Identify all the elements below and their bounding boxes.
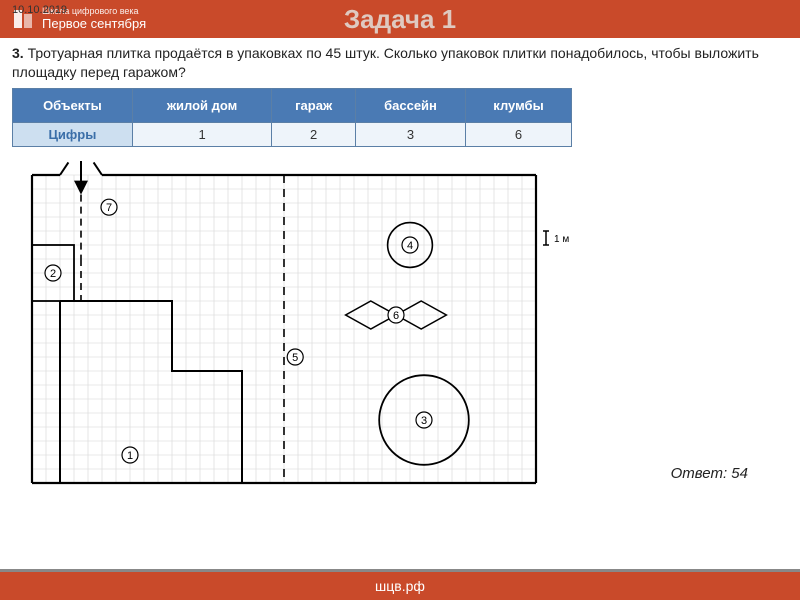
cell-house: 1 xyxy=(132,122,272,146)
question-number: 3. xyxy=(12,45,24,61)
svg-text:5: 5 xyxy=(292,352,298,364)
footer-bar: шцв.рф xyxy=(0,572,800,600)
date-stamp: 10.10.2019 xyxy=(12,4,67,16)
svg-text:7: 7 xyxy=(106,202,112,214)
plan-svg: 1 2 3 4 5 6 7 1 м xyxy=(12,157,632,497)
table-header-row: Объекты жилой дом гараж бассейн клумбы xyxy=(13,88,572,122)
svg-text:1: 1 xyxy=(127,450,133,462)
row-label: Цифры xyxy=(13,122,133,146)
th-flowerbed: клумбы xyxy=(465,88,571,122)
th-house: жилой дом xyxy=(132,88,272,122)
svg-text:2: 2 xyxy=(50,268,56,280)
cell-pool: 3 xyxy=(356,122,466,146)
answer-text: Ответ: 54 xyxy=(671,465,748,482)
cell-garage: 2 xyxy=(272,122,356,146)
site-plan: 1 2 3 4 5 6 7 1 м Ответ: 54 xyxy=(12,157,788,502)
question-text: 3. Тротуарная плитка продаётся в упаковк… xyxy=(12,44,788,82)
th-garage: гараж xyxy=(272,88,356,122)
content-area: 3. Тротуарная плитка продаётся в упаковк… xyxy=(0,38,800,502)
th-pool: бассейн xyxy=(356,88,466,122)
th-objects: Объекты xyxy=(13,88,133,122)
table-data-row: Цифры 1 2 3 6 xyxy=(13,122,572,146)
svg-text:3: 3 xyxy=(421,415,427,427)
brand-main: Первое сентября xyxy=(42,17,146,31)
svg-text:6: 6 xyxy=(393,310,399,322)
svg-text:4: 4 xyxy=(407,240,413,252)
page-title: Задача 1 xyxy=(344,4,456,35)
cell-flowerbed: 6 xyxy=(465,122,571,146)
question-body: Тротуарная плитка продаётся в упаковках … xyxy=(12,45,759,80)
header-bar: Школа цифрового века Первое сентября Зад… xyxy=(0,0,800,38)
svg-text:1 м: 1 м xyxy=(554,234,569,245)
objects-table: Объекты жилой дом гараж бассейн клумбы Ц… xyxy=(12,88,572,147)
